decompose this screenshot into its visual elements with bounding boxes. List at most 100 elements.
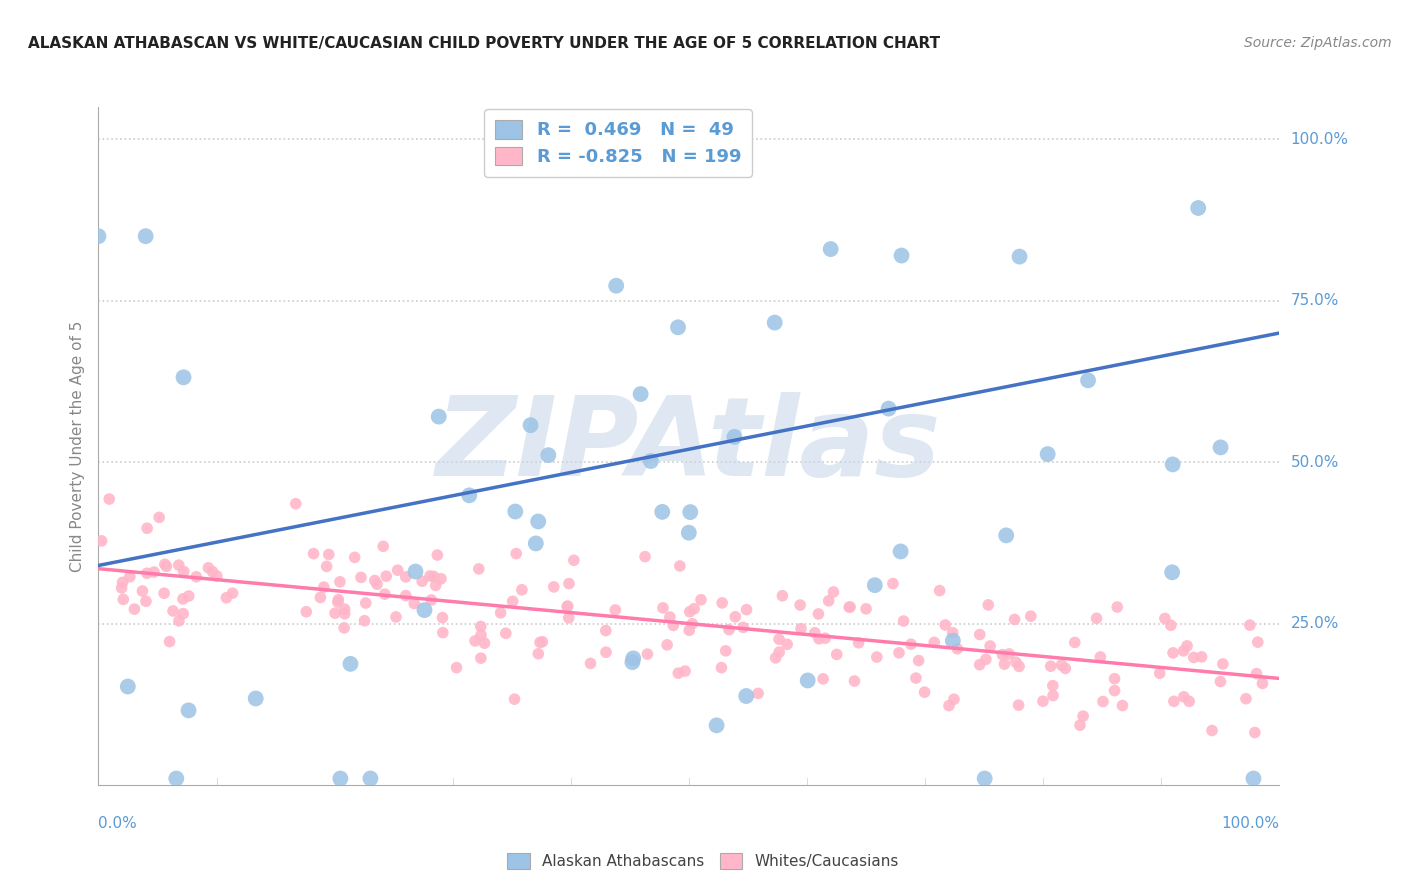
Point (634, 549, 657, 564)
Point (1107, 600, 1129, 615)
Point (814, 631, 837, 645)
Point (1050, 658, 1073, 673)
Point (938, 698, 960, 713)
Point (404, 565, 426, 579)
Point (907, 654, 929, 668)
Point (117, 680, 139, 694)
Point (735, 689, 758, 703)
Point (820, 242, 842, 256)
Point (1187, 201, 1209, 215)
Point (562, 553, 585, 567)
Point (890, 248, 912, 262)
Point (655, 638, 678, 652)
Point (1178, 694, 1201, 708)
Point (328, 592, 350, 607)
Point (333, 607, 356, 621)
Point (768, 645, 790, 659)
Point (329, 772, 352, 786)
Point (495, 626, 517, 640)
Text: 100.0%: 100.0% (1222, 815, 1279, 830)
Point (838, 600, 860, 615)
Point (1104, 683, 1126, 698)
Point (135, 594, 157, 608)
Point (468, 562, 491, 576)
Point (1160, 618, 1182, 632)
Point (796, 673, 818, 688)
Point (1149, 666, 1171, 681)
Point (1154, 611, 1177, 625)
Point (426, 548, 449, 562)
Point (998, 647, 1021, 661)
Point (172, 591, 194, 606)
Point (167, 558, 190, 573)
Point (723, 430, 745, 444)
Point (855, 602, 877, 616)
Point (543, 580, 565, 594)
Point (111, 581, 134, 595)
Point (914, 685, 936, 699)
Point (470, 619, 492, 633)
Point (333, 621, 356, 635)
Point (177, 703, 200, 717)
Point (245, 691, 267, 706)
Point (969, 627, 991, 641)
Point (630, 387, 652, 401)
Point (155, 559, 177, 574)
Point (425, 578, 447, 592)
Point (432, 625, 454, 640)
Point (1251, 676, 1274, 690)
Point (1243, 772, 1265, 786)
Point (419, 569, 441, 583)
Point (420, 593, 443, 607)
Point (770, 589, 793, 603)
Point (1246, 666, 1268, 681)
Point (505, 504, 527, 518)
Point (714, 644, 737, 658)
Point (205, 569, 228, 583)
Point (503, 692, 526, 706)
Point (470, 628, 492, 642)
Point (825, 648, 848, 662)
Point (374, 587, 396, 601)
Point (413, 603, 436, 617)
Point (1077, 373, 1099, 387)
Point (148, 510, 170, 524)
Point (529, 635, 551, 649)
Point (1090, 650, 1112, 665)
Point (143, 565, 166, 579)
Point (527, 647, 550, 661)
Point (640, 454, 662, 468)
Point (595, 624, 617, 638)
Point (652, 600, 675, 615)
Point (673, 664, 696, 678)
Point (1085, 611, 1108, 625)
Point (1008, 659, 1031, 673)
Point (404, 597, 426, 611)
Point (555, 599, 578, 614)
Point (621, 655, 644, 669)
Point (537, 448, 560, 462)
Point (364, 574, 387, 588)
Point (1036, 447, 1059, 461)
Point (136, 521, 159, 535)
Point (942, 625, 965, 640)
Point (153, 558, 176, 572)
Point (1201, 723, 1223, 738)
Point (333, 602, 356, 616)
Point (385, 610, 408, 624)
Point (863, 578, 886, 592)
Legend: Alaskan Athabascans, Whites/Caucasians: Alaskan Athabascans, Whites/Caucasians (501, 847, 905, 875)
Point (636, 647, 658, 661)
Point (1054, 661, 1077, 675)
Point (991, 648, 1014, 662)
Point (153, 586, 176, 600)
Point (309, 591, 332, 605)
Point (977, 598, 1000, 612)
Point (893, 614, 915, 628)
Point (172, 607, 194, 621)
Point (167, 614, 190, 628)
Point (1039, 659, 1062, 673)
Point (510, 582, 533, 597)
Point (446, 660, 468, 674)
Point (464, 634, 486, 648)
